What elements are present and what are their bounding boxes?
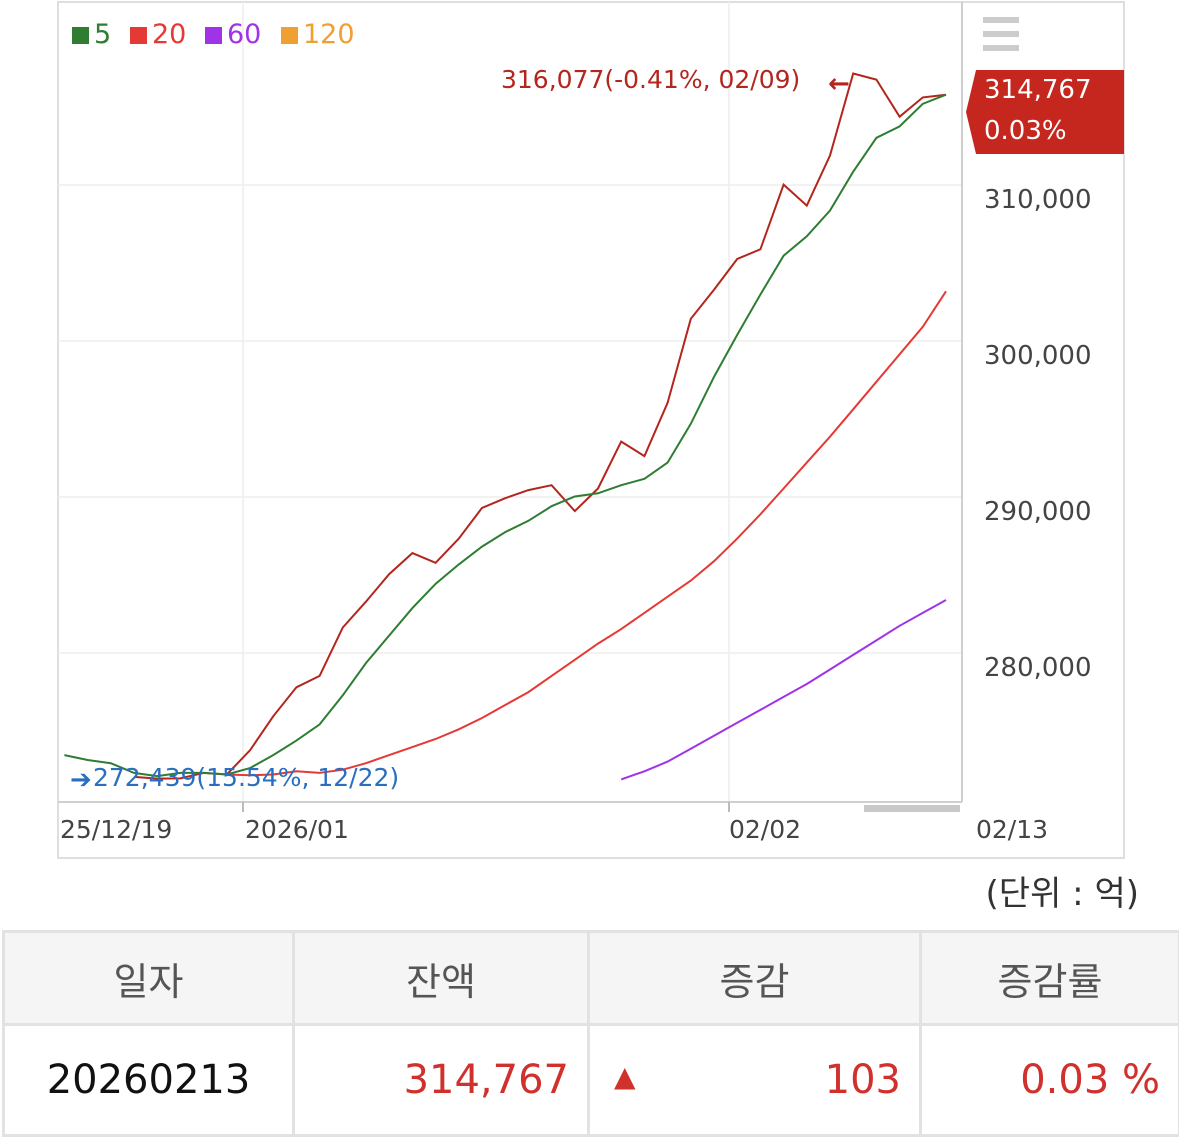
- legend-swatch-5[interactable]: [72, 27, 89, 44]
- x-tick-label: 25/12/19: [60, 815, 172, 844]
- legend-label-120[interactable]: 120: [303, 19, 355, 50]
- chart-frame: [57, 1, 1125, 859]
- table-header-row: 일자 잔액 증감 증감률: [2, 930, 1179, 1026]
- balance-table: 일자 잔액 증감 증감률 20260213 314,767 ▲ 103 0.03…: [2, 930, 1179, 1137]
- current-value-tag: [966, 70, 1124, 154]
- series-line-20: [226, 290, 947, 777]
- y-tick-label: 300,000: [984, 341, 1092, 371]
- legend-label-60[interactable]: 60: [227, 19, 261, 50]
- cell-rate: 0.03 %: [919, 1023, 1179, 1137]
- cell-balance: 314,767: [292, 1023, 590, 1137]
- grid: [58, 2, 962, 802]
- legend-label-5[interactable]: 5: [94, 19, 111, 50]
- header-change: 증감: [587, 930, 922, 1026]
- header-date: 일자: [2, 930, 295, 1026]
- y-tick-label: 280,000: [984, 653, 1092, 683]
- cell-date: 20260213: [2, 1023, 295, 1137]
- series-layer: [64, 72, 947, 781]
- legend-swatch-20[interactable]: [130, 27, 147, 44]
- legend-swatch-120[interactable]: [281, 27, 298, 44]
- series-line-5: [64, 93, 947, 778]
- up-triangle-icon: ▲: [614, 1060, 636, 1093]
- cell-change-value: 103: [824, 1057, 901, 1103]
- series-line-balance: [133, 72, 947, 780]
- current-change: 0.03%: [984, 116, 1067, 146]
- header-rate: 증감률: [919, 930, 1179, 1026]
- y-tick-label: 310,000: [984, 185, 1092, 215]
- legend: 5 20 60 120: [72, 19, 355, 50]
- legend-label-20[interactable]: 20: [152, 19, 186, 50]
- x-tick-label: 02/13: [976, 815, 1048, 844]
- line-chart: 310,000 300,000 290,000 280,000 25/12/19…: [57, 1, 1125, 859]
- max-annotation-label: 316,077(-0.41%, 02/09): [501, 65, 800, 94]
- series-line-60: [620, 599, 947, 781]
- cell-change: ▲ 103: [587, 1023, 922, 1137]
- min-annotation-label: 272,439(15.54%, 12/22): [93, 763, 399, 792]
- header-balance: 잔액: [292, 930, 590, 1026]
- min-annotation-arrow-icon: ➔: [70, 765, 92, 795]
- unit-label: (단위 : 억): [985, 874, 1139, 914]
- table-row[interactable]: 20260213 314,767 ▲ 103 0.03 %: [2, 1023, 1179, 1137]
- scrollbar-handle[interactable]: [864, 805, 960, 812]
- x-tick-label: 2026/01: [245, 815, 349, 844]
- x-tick-label: 02/02: [729, 815, 801, 844]
- y-tick-label: 290,000: [984, 497, 1092, 527]
- max-annotation-arrow-icon: ←: [828, 69, 850, 99]
- current-value: 314,767: [984, 75, 1092, 105]
- hamburger-menu-icon[interactable]: [983, 17, 1019, 51]
- legend-swatch-60[interactable]: [205, 27, 222, 44]
